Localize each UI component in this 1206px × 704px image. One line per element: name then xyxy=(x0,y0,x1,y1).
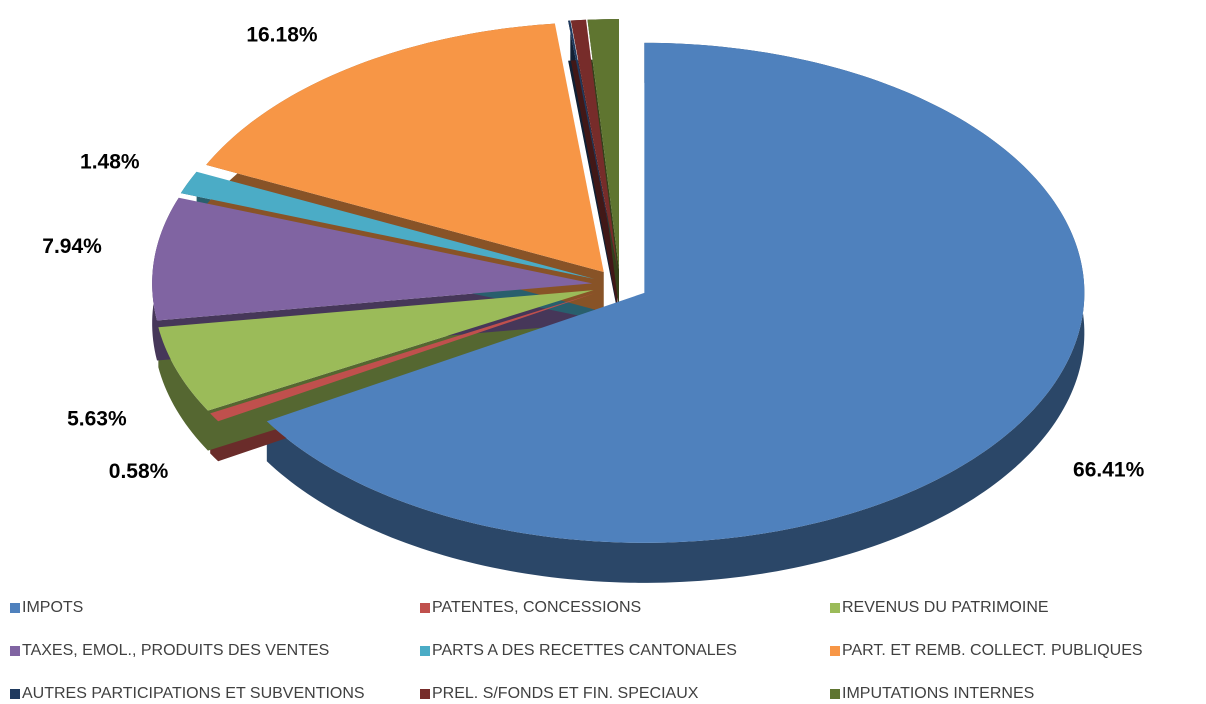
slice xyxy=(158,290,594,411)
data-label: 0.58% xyxy=(109,460,169,483)
legend-marker xyxy=(10,646,20,656)
data-label: 5.63% xyxy=(67,407,127,430)
legend-marker xyxy=(420,646,430,656)
slice xyxy=(152,197,593,321)
legend-label: TAXES, EMOL., PRODUITS DES VENTES xyxy=(22,642,329,659)
legend-label: PART. ET REMB. COLLECT. PUBLIQUES xyxy=(842,642,1143,659)
legend-marker xyxy=(10,603,20,613)
legend-label: PATENTES, CONCESSIONS xyxy=(432,599,641,616)
legend-marker xyxy=(420,603,430,613)
legend-marker xyxy=(10,689,20,699)
data-label: 7.94% xyxy=(42,235,102,258)
data-label: 66.41% xyxy=(1073,458,1145,481)
legend-label: AUTRES PARTICIPATIONS ET SUBVENTIONS xyxy=(22,685,365,702)
legend-marker xyxy=(830,603,840,613)
slice xyxy=(206,23,604,273)
legend-label: IMPOTS xyxy=(22,599,83,616)
slice xyxy=(568,20,617,270)
legend-label: PREL. S/FONDS ET FIN. SPECIAUX xyxy=(432,685,699,702)
legend-label: PARTS A DES RECETTES CANTONALES xyxy=(432,642,737,659)
legend-label: IMPUTATIONS INTERNES xyxy=(842,685,1034,702)
slice xyxy=(587,19,619,270)
slice xyxy=(570,19,618,270)
legend-marker xyxy=(830,689,840,699)
slice xyxy=(210,292,596,422)
slice xyxy=(266,42,1085,543)
legend-label: REVENUS DU PATRIMOINE xyxy=(842,599,1049,616)
slice xyxy=(180,171,595,279)
data-label: 1.48% xyxy=(80,150,140,173)
data-label: 16.18% xyxy=(246,24,318,47)
legend-marker xyxy=(420,689,430,699)
legend-marker xyxy=(830,646,840,656)
